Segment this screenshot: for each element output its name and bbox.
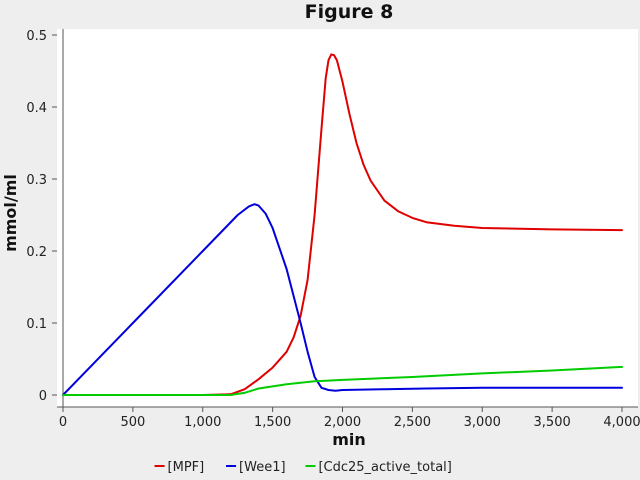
x-tick-label: 500 <box>120 415 145 430</box>
y-tick-label: 0.4 <box>26 101 47 116</box>
x-tick-label: 2,000 <box>324 415 361 430</box>
y-axis-title: mmol/ml <box>1 174 20 252</box>
x-tick-label: 1,000 <box>184 415 221 430</box>
x-tick-label: 4,000 <box>603 415 640 430</box>
x-tick-label: 2,500 <box>394 415 431 430</box>
series-line-wee1 <box>62 203 623 396</box>
y-tick-label: 0 <box>39 389 47 404</box>
chart-title: Figure 8 <box>305 1 394 23</box>
series-lines <box>62 53 623 396</box>
x-tick-label: 1,500 <box>254 415 291 430</box>
plot-background <box>57 29 638 407</box>
y-tick-label: 0.3 <box>26 173 47 188</box>
series-line-mpf <box>62 53 623 396</box>
axes: 0 500 1,000 1,500 2,000 2,500 3,000 3,500 4,000 0… <box>26 29 640 430</box>
x-axis-title: min <box>332 430 366 449</box>
legend-label: [MPF] <box>168 460 205 475</box>
legend: [MPF] [Wee1] [Cdc25_active_total] <box>154 460 452 475</box>
legend-label: [Cdc25_active_total] <box>318 460 451 475</box>
legend-label: [Wee1] <box>239 460 286 475</box>
y-tick-label: 0.5 <box>26 29 47 44</box>
y-tick-label: 0.1 <box>26 317 47 332</box>
series-line-cdc25-active-total <box>62 365 623 396</box>
x-tick-label: 0 <box>59 415 67 430</box>
y-tick-label: 0.2 <box>26 245 47 260</box>
x-tick-label: 3,000 <box>464 415 501 430</box>
x-tick-label: 3,500 <box>534 415 571 430</box>
